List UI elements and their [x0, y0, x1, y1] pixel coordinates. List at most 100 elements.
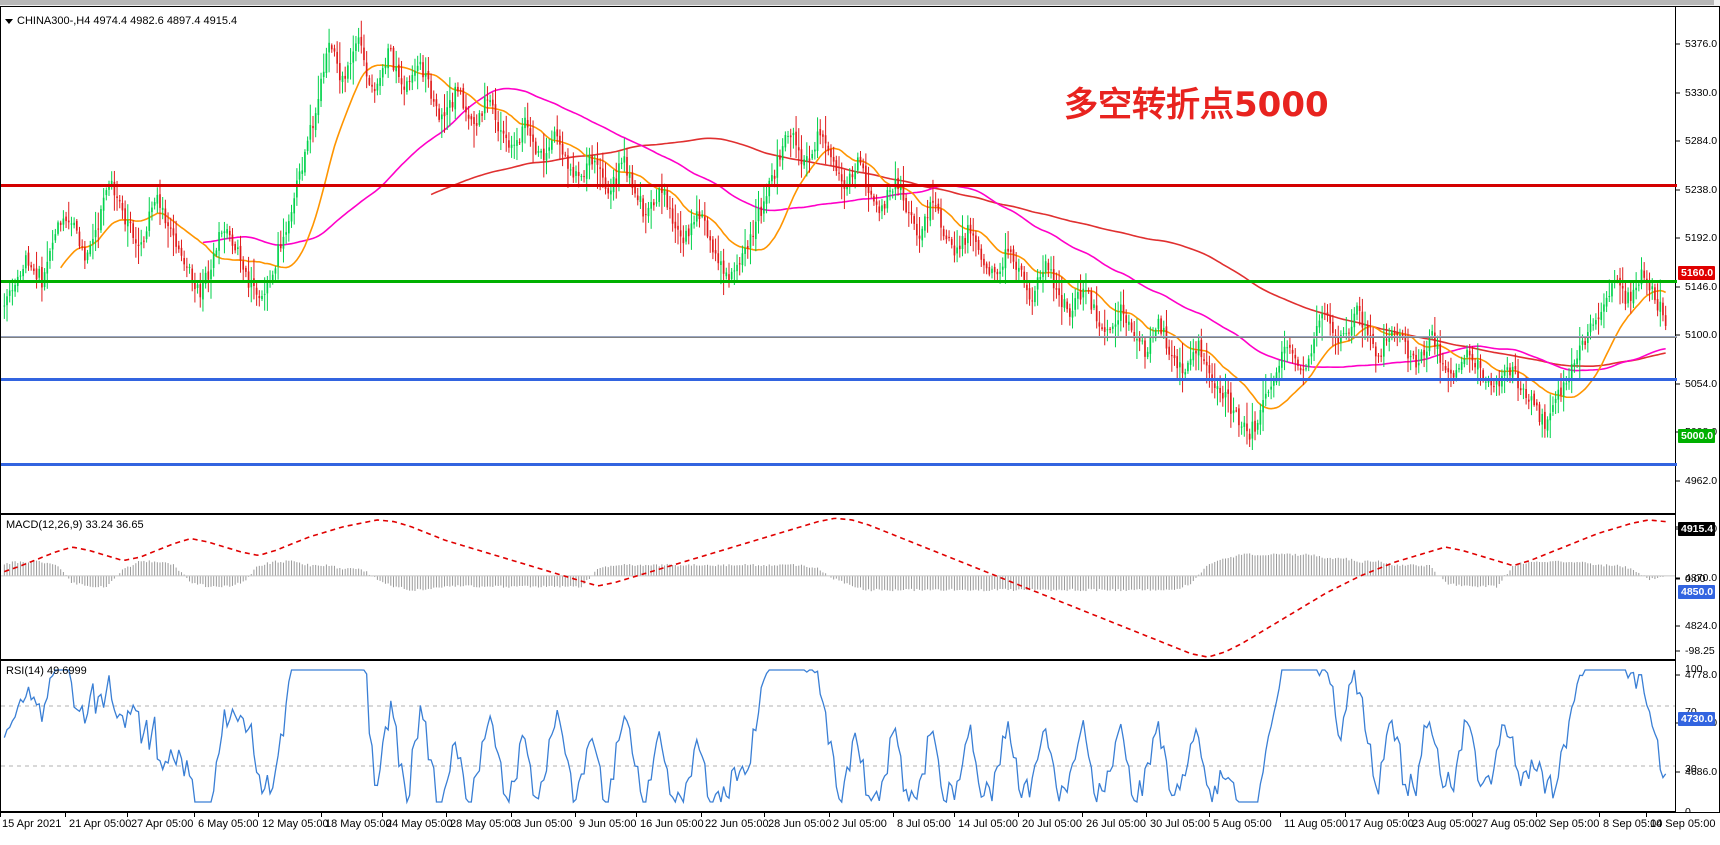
time-axis-tick — [575, 813, 576, 817]
macd-canvas — [1, 517, 1675, 658]
time-axis-label: 27 Aug 05:00 — [1476, 818, 1541, 830]
time-axis-tick — [1146, 813, 1147, 817]
time-axis-label: 15 Apr 2021 — [2, 818, 62, 830]
time-axis-tick — [127, 813, 128, 817]
price-scale-label: 5376.0 — [1685, 38, 1718, 50]
time-axis-tick — [1536, 813, 1537, 817]
symbol-readout-text: CHINA300-,H4 4974.4 4982.6 4897.4 4915.4 — [17, 15, 238, 27]
price-scale-label: 4824.0 — [1685, 620, 1718, 632]
price-scale-label: 5100.0 — [1685, 329, 1718, 341]
price-scale-tag-4730-0[interactable]: 4730.0 — [1678, 712, 1716, 726]
time-axis-label: 3 Jun 05:00 — [515, 818, 573, 830]
scrollbar-thumb[interactable] — [0, 0, 1714, 5]
macd-scale-label: 0.00 — [1685, 573, 1706, 585]
price-scale-tick — [1676, 189, 1680, 191]
price-scale-tag-4850-0[interactable]: 4850.0 — [1678, 585, 1716, 599]
price-scale-tick — [1676, 480, 1680, 482]
time-axis-label: 2 Jul 05:00 — [833, 818, 887, 830]
time-axis-label: 2 Sep 05:00 — [1540, 818, 1600, 830]
time-axis-tick — [258, 813, 259, 817]
price-scale-tick — [1676, 286, 1680, 288]
time-axis-tick — [636, 813, 637, 817]
candlestick-series — [3, 20, 1667, 450]
price-scale-tag-5160-0[interactable]: 5160.0 — [1678, 266, 1716, 280]
time-axis-label: 9 Jun 05:00 — [579, 818, 637, 830]
level-line-4850[interactable] — [1, 378, 1677, 381]
time-axis-tick — [954, 813, 955, 817]
level-line-5160[interactable] — [1, 184, 1677, 187]
price-scale-label: 4962.0 — [1685, 475, 1718, 487]
rsi-scale-label: 30 — [1685, 763, 1697, 775]
rsi-canvas — [1, 669, 1675, 805]
price-scale-label: 5054.0 — [1685, 378, 1718, 390]
time-axis-tick — [701, 813, 702, 817]
ma-red-line — [430, 137, 1666, 368]
macd-signal-line — [4, 517, 1666, 658]
time-axis-tick — [893, 813, 894, 817]
price-scale-label: 5192.0 — [1685, 232, 1718, 244]
price-scale-tick — [1676, 383, 1680, 385]
price-chart-canvas — [3, 20, 1667, 450]
time-axis-label: 26 Jul 05:00 — [1086, 818, 1146, 830]
time-axis-label: 28 Jun 05:00 — [768, 818, 832, 830]
price-chart-panel[interactable]: CHINA300-,H4 4974.4 4982.6 4897.4 4915.4… — [0, 6, 1677, 514]
time-axis-tick — [382, 813, 383, 817]
price-scale-tick — [1676, 650, 1680, 652]
macd-indicator-panel[interactable]: MACD(12,26,9) 33.24 36.65 — [0, 514, 1676, 660]
time-axis-label: 20 Jul 05:00 — [1022, 818, 1082, 830]
time-axis-tick — [65, 813, 66, 817]
price-scale-label: 5284.0 — [1685, 135, 1718, 147]
chart-annotation-text: 多空转折点5000 — [1064, 85, 1329, 125]
level-line-current-price — [1, 337, 1677, 338]
time-axis-label: 27 Apr 05:00 — [131, 818, 194, 830]
ma-magenta-line — [202, 87, 1666, 372]
level-line-5000[interactable] — [1, 280, 1677, 283]
time-axis-label: 18 May 05:00 — [325, 818, 392, 830]
price-scale-tick — [1676, 237, 1680, 239]
rsi-readout: RSI(14) 49.6999 — [6, 665, 87, 677]
macd-scale-label: -98.25 — [1685, 645, 1715, 657]
time-axis-tick — [1209, 813, 1210, 817]
time-axis-label: 17 Aug 05:00 — [1349, 818, 1414, 830]
rsi-scale-label: 100 — [1685, 663, 1703, 675]
price-scale-tick — [1676, 771, 1680, 773]
level-line-4730[interactable] — [1, 463, 1677, 466]
time-axis-tick — [764, 813, 765, 817]
time-axis-label: 6 May 05:00 — [198, 818, 259, 830]
ma-orange-line — [60, 64, 1667, 410]
price-scale-tick — [1676, 334, 1680, 336]
time-axis-label: 21 Apr 05:00 — [69, 818, 132, 830]
price-scale-label: 4686.0 — [1685, 766, 1718, 778]
price-scale-label: 5146.0 — [1685, 281, 1718, 293]
rsi-indicator-panel[interactable]: RSI(14) 49.6999 — [0, 660, 1676, 812]
time-axis-label: 14 Sep 05:00 — [1650, 818, 1716, 830]
price-scale-label: 4778.0 — [1685, 669, 1718, 681]
macd-histogram — [1, 553, 1675, 592]
price-scale-tick — [1676, 625, 1680, 627]
price-scale-label: 4870.0 — [1685, 572, 1718, 584]
time-axis-label: 11 Aug 05:00 — [1284, 818, 1349, 830]
price-scale-tag-5000-0[interactable]: 5000.0 — [1678, 429, 1716, 443]
time-axis-label: 14 Jul 05:00 — [958, 818, 1018, 830]
price-scale-label: 5330.0 — [1685, 87, 1718, 99]
time-axis-tick — [0, 813, 1, 817]
time-axis-tick — [1082, 813, 1083, 817]
time-axis-tick — [511, 813, 512, 817]
rsi-line — [3, 669, 1667, 805]
time-axis-label: 8 Jul 05:00 — [897, 818, 951, 830]
time-axis-label: 16 Jun 05:00 — [640, 818, 704, 830]
price-scale-axis[interactable]: 5376.0 5330.0 5284.0 5238.0 5192.0 5146.0 5100… — [1676, 6, 1720, 826]
triangle-down-icon[interactable] — [5, 18, 13, 24]
rsi-band-lines — [1, 705, 1675, 767]
time-axis[interactable]: 15 Apr 2021 21 Apr 05:00 27 Apr 05:00 6 May… — [0, 812, 1720, 845]
price-scale-tick — [1676, 674, 1680, 676]
price-scale-tick — [1676, 43, 1680, 45]
price-scale-tick — [1676, 140, 1680, 142]
price-scale-tag-4915-4[interactable]: 4915.4 — [1678, 522, 1716, 536]
time-axis-tick — [1018, 813, 1019, 817]
price-scale-tick — [1676, 577, 1680, 579]
time-axis-tick — [829, 813, 830, 817]
time-axis-tick — [446, 813, 447, 817]
time-axis-label: 23 Aug 05:00 — [1412, 818, 1477, 830]
time-axis-tick — [1472, 813, 1473, 817]
